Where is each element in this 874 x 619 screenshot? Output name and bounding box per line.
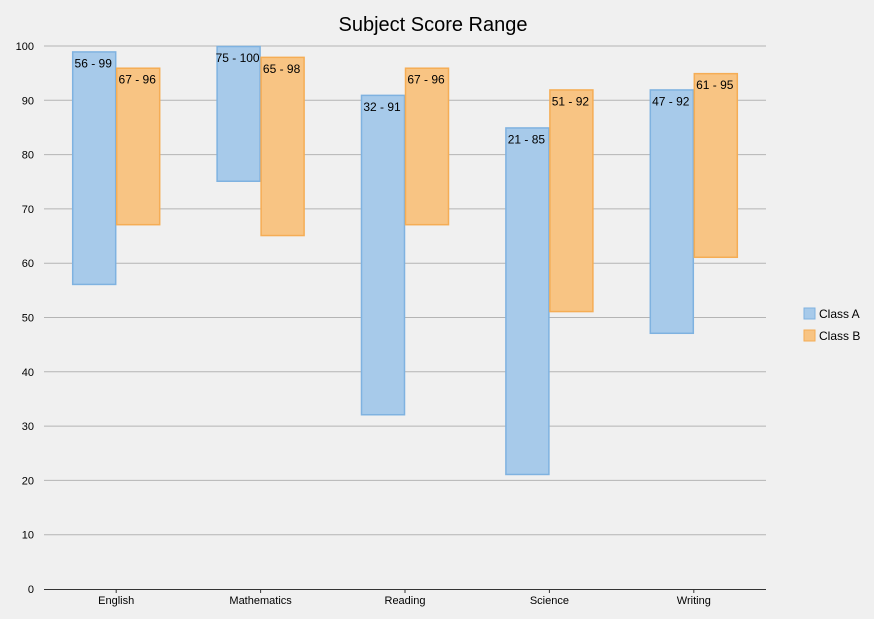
legend-swatch xyxy=(803,329,816,342)
data-label: 47 - 92 xyxy=(652,94,690,108)
y-tick-label: 10 xyxy=(22,530,34,542)
x-tick-label: Writing xyxy=(677,595,711,607)
x-tick-label: English xyxy=(98,595,134,607)
x-tick-label: Reading xyxy=(385,595,426,607)
bar xyxy=(404,67,450,226)
data-labels: 56 - 99 75 - 100 32 - 91 21 - 85 47 - 92 67 -… xyxy=(75,51,734,146)
data-label: 51 - 92 xyxy=(552,94,590,108)
data-label: 56 - 99 xyxy=(75,56,113,70)
data-label: 65 - 98 xyxy=(263,62,301,76)
data-label: 21 - 85 xyxy=(508,132,546,146)
y-tick-label: 90 xyxy=(22,95,34,107)
data-label: 75 - 100 xyxy=(216,51,260,65)
y-tick-label: 70 xyxy=(22,204,34,216)
y-tick-label: 80 xyxy=(22,150,34,162)
legend-label: Class A xyxy=(819,307,860,321)
bars xyxy=(71,45,739,476)
bar xyxy=(360,94,406,416)
y-tick-label: 20 xyxy=(22,475,34,487)
x-tick-label: Mathematics xyxy=(229,595,292,607)
y-tick-label: 0 xyxy=(28,584,34,596)
legend-label: Class B xyxy=(819,329,860,343)
y-axis-ticks: 0 10 20 30 40 50 60 70 80 90 100 xyxy=(16,41,34,596)
data-label: 67 - 96 xyxy=(407,73,445,87)
y-tick-label: 50 xyxy=(22,313,34,325)
data-label: 67 - 96 xyxy=(119,73,157,87)
data-label: 61 - 95 xyxy=(696,78,734,92)
y-tick-label: 60 xyxy=(22,258,34,270)
legend: Class A Class B xyxy=(803,307,860,343)
x-tick-label: Science xyxy=(530,595,569,607)
data-label: 32 - 91 xyxy=(363,100,401,114)
x-axis xyxy=(44,589,766,593)
bar xyxy=(649,89,695,335)
bar xyxy=(216,45,261,182)
y-tick-label: 30 xyxy=(22,421,34,433)
y-tick-label: 100 xyxy=(16,41,34,53)
bar xyxy=(549,89,594,313)
chart-title: Subject Score Range xyxy=(338,14,527,36)
bar xyxy=(71,51,117,286)
bar xyxy=(260,56,305,237)
legend-swatch xyxy=(803,307,816,320)
bar xyxy=(693,72,739,259)
bar xyxy=(505,127,550,476)
x-axis-ticks: English Mathematics Reading Science Writing xyxy=(98,595,711,607)
bar xyxy=(115,67,161,226)
y-tick-label: 40 xyxy=(22,367,34,379)
